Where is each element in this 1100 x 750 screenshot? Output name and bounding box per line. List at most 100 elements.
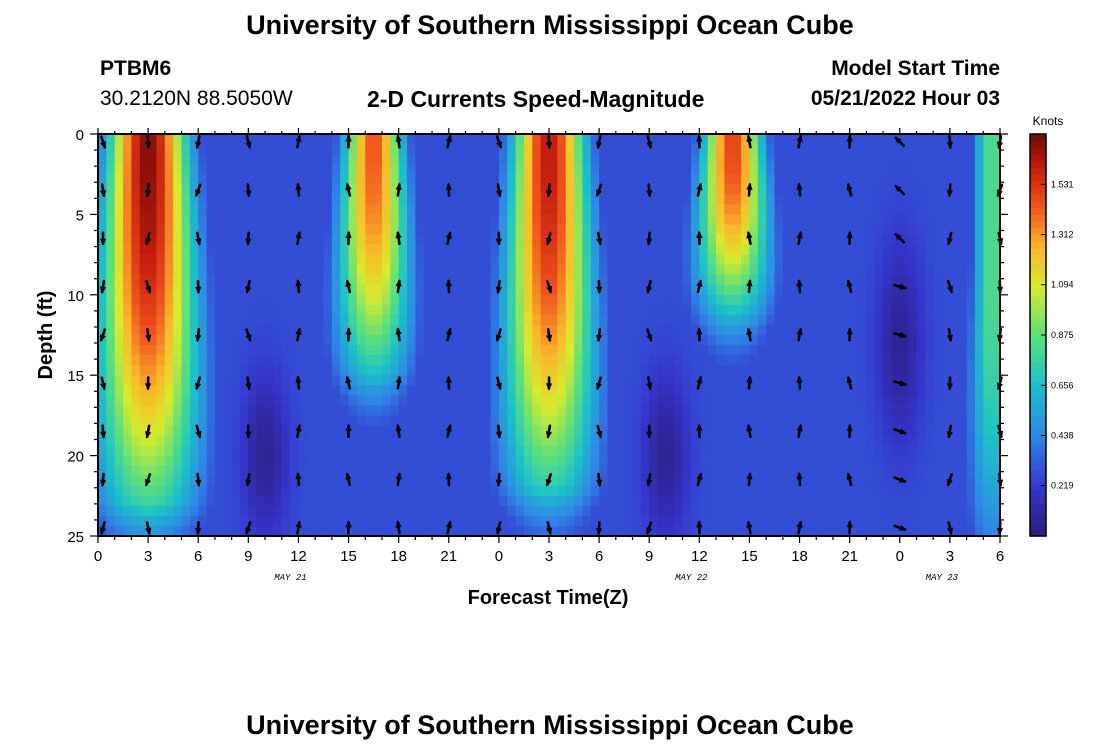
heatmap-cell bbox=[716, 204, 725, 215]
heatmap-cell bbox=[649, 435, 659, 447]
heatmap-cell bbox=[615, 475, 625, 487]
heatmap-cell bbox=[331, 224, 341, 236]
heatmap-cell bbox=[682, 324, 692, 336]
heatmap-cell bbox=[807, 335, 817, 346]
heatmap-cell bbox=[298, 314, 308, 326]
heatmap-cell bbox=[958, 264, 968, 276]
heatmap-cell bbox=[858, 154, 867, 165]
heatmap-cell bbox=[749, 515, 759, 527]
heatmap-cell bbox=[724, 254, 734, 266]
heatmap-cell bbox=[457, 435, 467, 447]
heatmap-cell bbox=[281, 405, 291, 416]
heatmap-cell bbox=[549, 505, 558, 517]
heatmap-cell bbox=[231, 355, 241, 366]
heatmap-cell bbox=[114, 365, 124, 376]
heatmap-cell bbox=[198, 335, 208, 346]
heatmap-cell bbox=[540, 224, 550, 236]
current-arrow bbox=[345, 375, 352, 390]
heatmap-cell bbox=[741, 525, 751, 537]
heatmap-cell bbox=[749, 304, 759, 316]
heatmap-cell bbox=[231, 485, 241, 497]
heatmap-cell bbox=[298, 505, 308, 517]
colorbar-cell bbox=[1030, 495, 1046, 504]
heatmap-cell bbox=[557, 224, 567, 236]
heatmap-cell bbox=[490, 375, 500, 386]
heatmap-cell bbox=[223, 445, 233, 457]
heatmap-cell bbox=[281, 184, 291, 195]
heatmap-cell bbox=[816, 254, 826, 266]
heatmap-cell bbox=[189, 164, 199, 175]
heatmap-cell bbox=[908, 324, 918, 336]
heatmap-cell bbox=[933, 264, 943, 276]
heatmap-cell bbox=[991, 294, 1001, 306]
heatmap-cell bbox=[649, 164, 659, 175]
heatmap-cell bbox=[523, 485, 533, 497]
heatmap-cell bbox=[515, 515, 525, 527]
heatmap-cell bbox=[741, 335, 751, 346]
heatmap-cell bbox=[239, 324, 249, 336]
heatmap-cell bbox=[966, 144, 976, 155]
heatmap-cell bbox=[599, 254, 609, 266]
heatmap-cell bbox=[490, 274, 500, 286]
heatmap-cell bbox=[173, 234, 183, 246]
heatmap-cell bbox=[983, 284, 993, 296]
heatmap-cell bbox=[557, 144, 567, 155]
heatmap-cell bbox=[549, 425, 558, 437]
current-arrow bbox=[195, 279, 202, 294]
heatmap-cell bbox=[390, 435, 400, 447]
heatmap-cell bbox=[356, 324, 366, 336]
heatmap-cell bbox=[649, 264, 659, 276]
heatmap-cell bbox=[657, 274, 667, 286]
heatmap-cell bbox=[473, 214, 483, 226]
heatmap-cell bbox=[448, 174, 458, 185]
heatmap-cell bbox=[315, 455, 325, 467]
heatmap-cell bbox=[799, 204, 809, 215]
heatmap-cell bbox=[298, 214, 308, 226]
heatmap-cell bbox=[724, 495, 734, 507]
colorbar-cell bbox=[1030, 174, 1046, 182]
heatmap-cell bbox=[849, 204, 859, 215]
heatmap-cell bbox=[832, 485, 842, 497]
heatmap-cell bbox=[348, 355, 358, 366]
heatmap-cell bbox=[490, 415, 500, 427]
current-arrow bbox=[145, 183, 152, 198]
heatmap-cell bbox=[482, 385, 492, 396]
heatmap-cell bbox=[574, 184, 584, 195]
heatmap-cell bbox=[983, 465, 993, 477]
heatmap-cell bbox=[540, 294, 550, 306]
heatmap-cell bbox=[791, 144, 801, 155]
heatmap-cell bbox=[690, 144, 700, 155]
heatmap-cell bbox=[749, 324, 759, 336]
heatmap-cell bbox=[574, 224, 584, 236]
heatmap-cell bbox=[632, 345, 642, 356]
heatmap-cell bbox=[407, 244, 416, 256]
heatmap-cell bbox=[106, 254, 116, 266]
heatmap-cell bbox=[256, 445, 266, 457]
current-arrow bbox=[545, 327, 553, 343]
heatmap-cell bbox=[582, 425, 592, 437]
heatmap-cell bbox=[665, 345, 675, 356]
heatmap-cell bbox=[540, 304, 550, 316]
heatmap-cell bbox=[799, 525, 809, 537]
heatmap-cell bbox=[757, 154, 767, 165]
heatmap-cell bbox=[290, 475, 300, 487]
heatmap-cell bbox=[791, 525, 801, 537]
heatmap-cell bbox=[699, 405, 709, 416]
heatmap-cell bbox=[824, 284, 834, 296]
heatmap-cell bbox=[457, 375, 467, 386]
heatmap-cell bbox=[482, 395, 492, 406]
heatmap-cell bbox=[983, 365, 993, 376]
heatmap-cell bbox=[432, 194, 442, 205]
heatmap-cell bbox=[348, 324, 358, 336]
heatmap-cell bbox=[181, 365, 191, 376]
heatmap-cell bbox=[766, 345, 776, 356]
heatmap-cell bbox=[457, 405, 467, 416]
heatmap-cell bbox=[515, 284, 525, 296]
heatmap-cell bbox=[716, 274, 725, 286]
heatmap-cell bbox=[156, 345, 166, 356]
heatmap-cell bbox=[457, 294, 467, 306]
heatmap-cell bbox=[799, 495, 809, 507]
heatmap-cell bbox=[482, 254, 492, 266]
heatmap-cell bbox=[599, 194, 609, 205]
current-arrow bbox=[100, 183, 107, 198]
